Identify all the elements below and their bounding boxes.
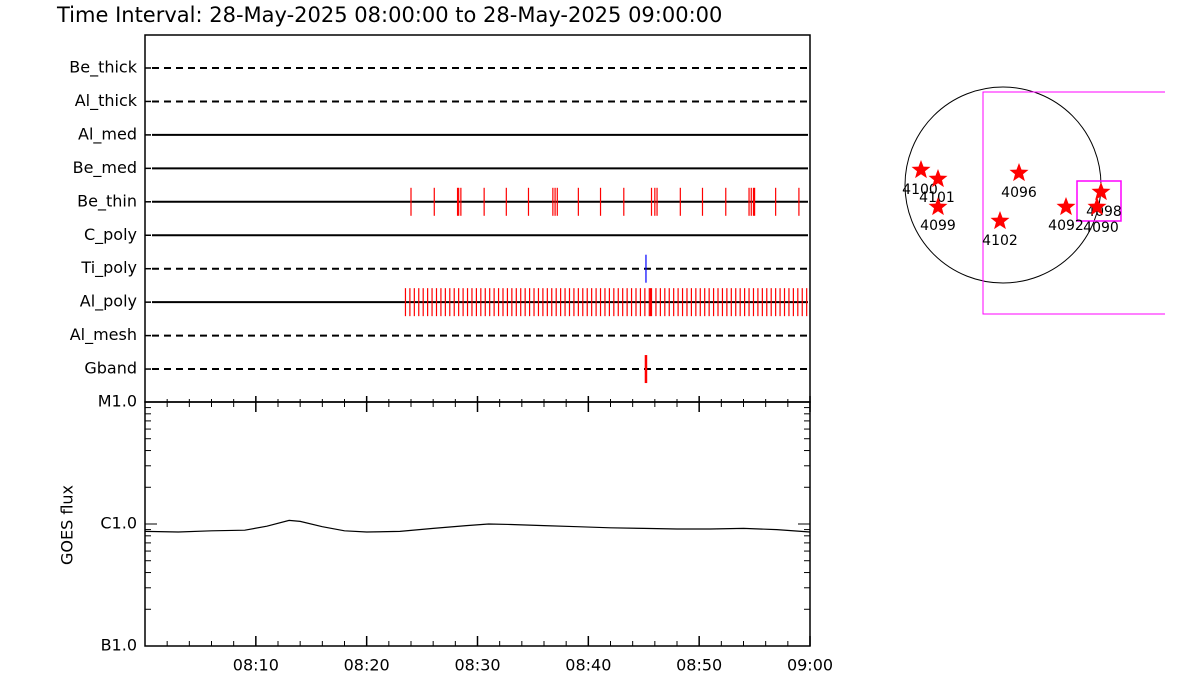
filter-label: Be_thin bbox=[77, 191, 137, 211]
y-tick-label: C1.0 bbox=[100, 514, 137, 533]
filter-label: Gband bbox=[84, 359, 137, 378]
x-tick-label: 08:20 bbox=[344, 656, 390, 675]
region-star bbox=[1056, 197, 1076, 216]
region-star bbox=[1009, 163, 1029, 182]
y-tick-label: B1.0 bbox=[101, 636, 137, 655]
y-tick-label: M1.0 bbox=[98, 392, 137, 411]
y-axis-label: GOES flux bbox=[58, 485, 77, 565]
filter-label: Be_med bbox=[73, 158, 137, 178]
x-tick-label: 08:50 bbox=[676, 656, 722, 675]
region-label: 4090 bbox=[1083, 220, 1119, 236]
filter-label: Be_thick bbox=[69, 58, 137, 78]
region-label: 4101 bbox=[919, 190, 955, 206]
goes-panel-frame bbox=[144, 401, 811, 647]
region-star bbox=[1087, 197, 1107, 216]
region-label: 4092 bbox=[1048, 218, 1084, 234]
region-label: 4099 bbox=[920, 218, 956, 234]
region-label: 4100 bbox=[902, 182, 938, 198]
plot-title: Time Interval: 28-May-2025 08:00:00 to 2… bbox=[56, 3, 722, 27]
filter-panel-frame bbox=[144, 34, 811, 403]
region-star bbox=[990, 211, 1010, 230]
filter-label: Al_poly bbox=[80, 292, 137, 312]
x-tick-label: 08:10 bbox=[233, 656, 279, 675]
filter-label: Ti_poly bbox=[80, 258, 137, 278]
x-tick-label: 09:00 bbox=[787, 656, 833, 675]
fov-small-box bbox=[1076, 180, 1122, 222]
region-star bbox=[911, 160, 931, 179]
filter-label: Al_mesh bbox=[70, 325, 137, 345]
fov-box bbox=[982, 91, 1165, 315]
filter-label: Al_thick bbox=[75, 91, 138, 111]
region-star bbox=[928, 169, 948, 188]
region-star bbox=[1091, 182, 1111, 201]
region-label: 4096 bbox=[1001, 185, 1037, 201]
region-label: 4102 bbox=[982, 233, 1018, 249]
filter-label: C_poly bbox=[84, 225, 137, 245]
goes-curve bbox=[144, 519, 811, 533]
x-tick-label: 08:30 bbox=[454, 656, 500, 675]
region-star bbox=[928, 197, 948, 216]
filter-label: Al_med bbox=[78, 124, 137, 144]
x-tick-label: 08:40 bbox=[565, 656, 611, 675]
